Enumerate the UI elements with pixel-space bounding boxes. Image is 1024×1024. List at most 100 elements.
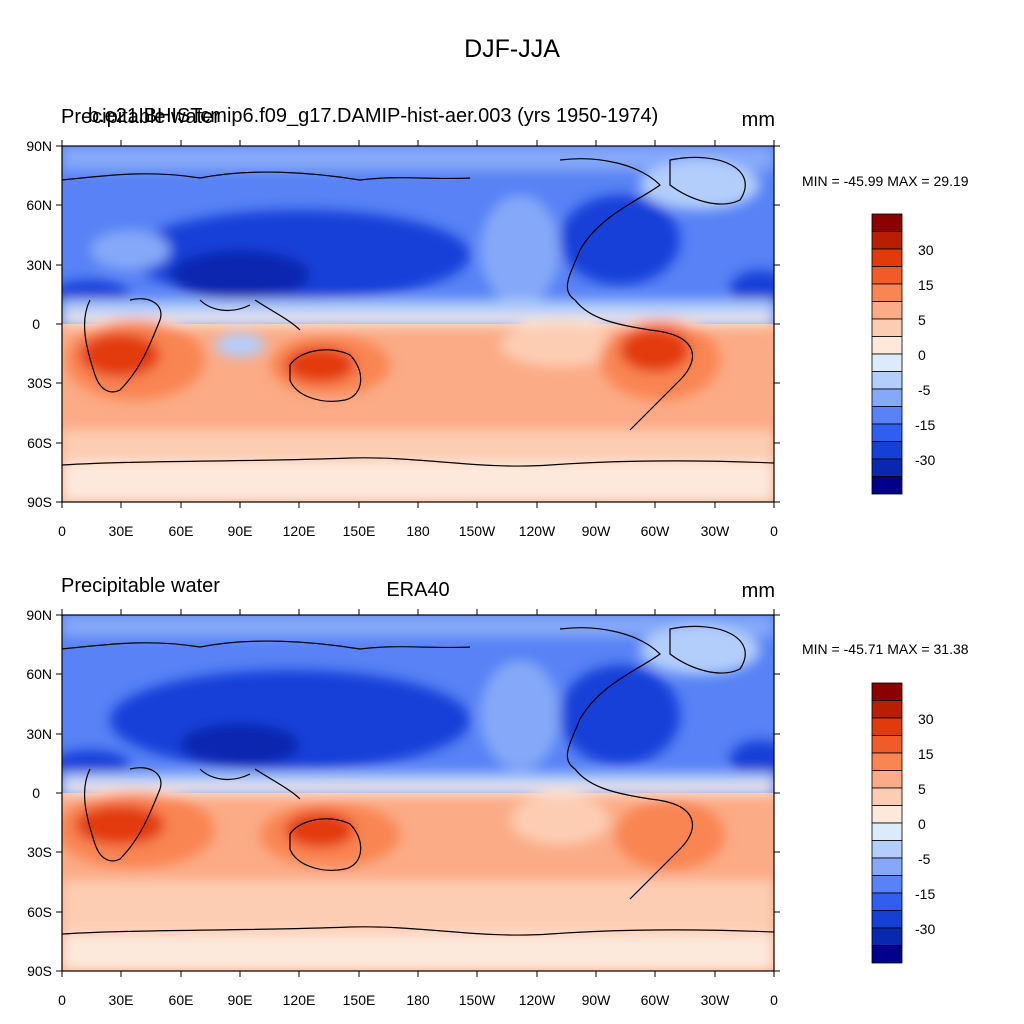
colorbar-label: 0 <box>918 816 926 832</box>
lat-label: 60N <box>26 197 52 213</box>
colorbar-swatch <box>871 910 903 929</box>
colorbar-swatch <box>871 353 903 372</box>
lon-label: 30W <box>701 523 731 539</box>
colorbar-swatch <box>871 805 903 824</box>
colorbar-swatch <box>871 231 903 250</box>
lat-label: 30N <box>26 257 52 273</box>
min-max-stats: MIN = -45.71 MAX = 31.38 <box>802 641 969 657</box>
lon-label: 120E <box>283 992 316 1008</box>
lat-label: 30S <box>27 844 52 860</box>
colorbar-swatch <box>871 840 903 859</box>
colorbar-label: 5 <box>918 312 926 328</box>
lon-label: 180 <box>406 523 430 539</box>
lat-labels: 90N 60N 30N 0 30S 60S 90S <box>26 607 52 979</box>
lon-label: 0 <box>770 992 778 1008</box>
lat-label: 90N <box>26 607 52 623</box>
lat-label: 30N <box>26 726 52 742</box>
colorbar-labels: 30 15 5 0 -5 -15 -30 <box>915 242 935 468</box>
colorbar-swatch <box>871 735 903 754</box>
lon-label: 60W <box>641 992 671 1008</box>
colorbar-labels: 30 15 5 0 -5 -15 -30 <box>915 711 935 937</box>
coastlines <box>62 156 774 467</box>
lon-label: 180 <box>406 992 430 1008</box>
lon-label: 120W <box>519 523 556 539</box>
colorbar-label: 5 <box>918 781 926 797</box>
precipitable-water-field <box>62 615 774 971</box>
lon-label: 120W <box>519 992 556 1008</box>
colorbar-swatch <box>871 371 903 390</box>
colorbar-swatch <box>871 266 903 285</box>
lat-labels: 90N 60N 30N 0 30S 60S 90S <box>26 138 52 510</box>
colorbar-label: -30 <box>915 921 935 937</box>
colorbar-label: 30 <box>918 711 934 727</box>
lat-label: 60S <box>27 904 52 920</box>
lon-label: 120E <box>283 523 316 539</box>
panel-units: mm <box>742 109 775 131</box>
lon-labels: 0 30E 60E 90E 120E 150E 180 150W 120W 90… <box>58 992 778 1008</box>
lat-ticks <box>56 614 780 972</box>
colorbar-label: 15 <box>918 277 934 293</box>
lon-label: 30E <box>109 992 134 1008</box>
colorbar-label: -30 <box>915 452 935 468</box>
colorbar-swatch <box>871 927 903 946</box>
lon-label: 150W <box>459 523 496 539</box>
colorbar-swatch <box>871 423 903 442</box>
map-panel-era40: Precipitable water ERA40 mm <box>26 575 968 1008</box>
coastlines <box>62 625 774 936</box>
lat-label: 90S <box>27 963 52 979</box>
colorbar-swatch <box>871 248 903 267</box>
colorbar-swatch <box>871 458 903 477</box>
colorbar-swatch <box>871 213 903 232</box>
colorbar-swatch <box>871 283 903 302</box>
colorbar <box>871 682 903 964</box>
lat-label: 0 <box>32 785 40 801</box>
lat-label: 90N <box>26 138 52 154</box>
colorbar-label: -15 <box>915 417 935 433</box>
colorbar <box>871 213 903 495</box>
panel-title-left: Precipitable water <box>61 575 220 597</box>
lon-labels: 0 30E 60E 90E 120E 150E 180 150W 120W 90… <box>58 523 778 539</box>
lon-label: 150E <box>343 523 376 539</box>
colorbar-label: -5 <box>918 851 931 867</box>
lat-ticks <box>56 145 780 503</box>
colorbar-swatch <box>871 875 903 894</box>
panel-units: mm <box>742 580 775 602</box>
colorbar-swatch <box>871 476 903 495</box>
lon-label: 60W <box>641 523 671 539</box>
lon-label: 0 <box>58 523 66 539</box>
lon-label: 150E <box>343 992 376 1008</box>
lon-label: 60E <box>169 992 194 1008</box>
page-title: DJF-JJA <box>464 35 560 63</box>
colorbar-swatch <box>871 892 903 911</box>
panel-title-center: ERA40 <box>386 579 449 601</box>
lat-label: 0 <box>32 316 40 332</box>
precipitable-water-field <box>62 146 774 502</box>
colorbar-swatch <box>871 301 903 320</box>
lon-label: 90W <box>582 523 612 539</box>
lon-ticks <box>61 140 775 508</box>
colorbar-swatch <box>871 441 903 460</box>
colorbar-swatch <box>871 857 903 876</box>
colorbar-swatch <box>871 787 903 806</box>
lat-label: 90S <box>27 494 52 510</box>
colorbar-swatch <box>871 700 903 719</box>
min-max-stats: MIN = -45.99 MAX = 29.19 <box>802 173 969 189</box>
lon-label: 60E <box>169 523 194 539</box>
colorbar-label: -15 <box>915 886 935 902</box>
colorbar-swatch <box>871 717 903 736</box>
colorbar-swatch <box>871 770 903 789</box>
colorbar-swatch <box>871 388 903 407</box>
lat-label: 60S <box>27 435 52 451</box>
lon-label: 90W <box>582 992 612 1008</box>
colorbar-label: 15 <box>918 746 934 762</box>
lon-ticks <box>61 609 775 977</box>
lon-label: 30W <box>701 992 731 1008</box>
colorbar-swatch <box>871 406 903 425</box>
lon-label: 0 <box>58 992 66 1008</box>
colorbar-label: 0 <box>918 347 926 363</box>
colorbar-swatch <box>871 945 903 964</box>
colorbar-label: -5 <box>918 382 931 398</box>
lat-label: 30S <box>27 375 52 391</box>
colorbar-swatch <box>871 336 903 355</box>
lon-label: 150W <box>459 992 496 1008</box>
